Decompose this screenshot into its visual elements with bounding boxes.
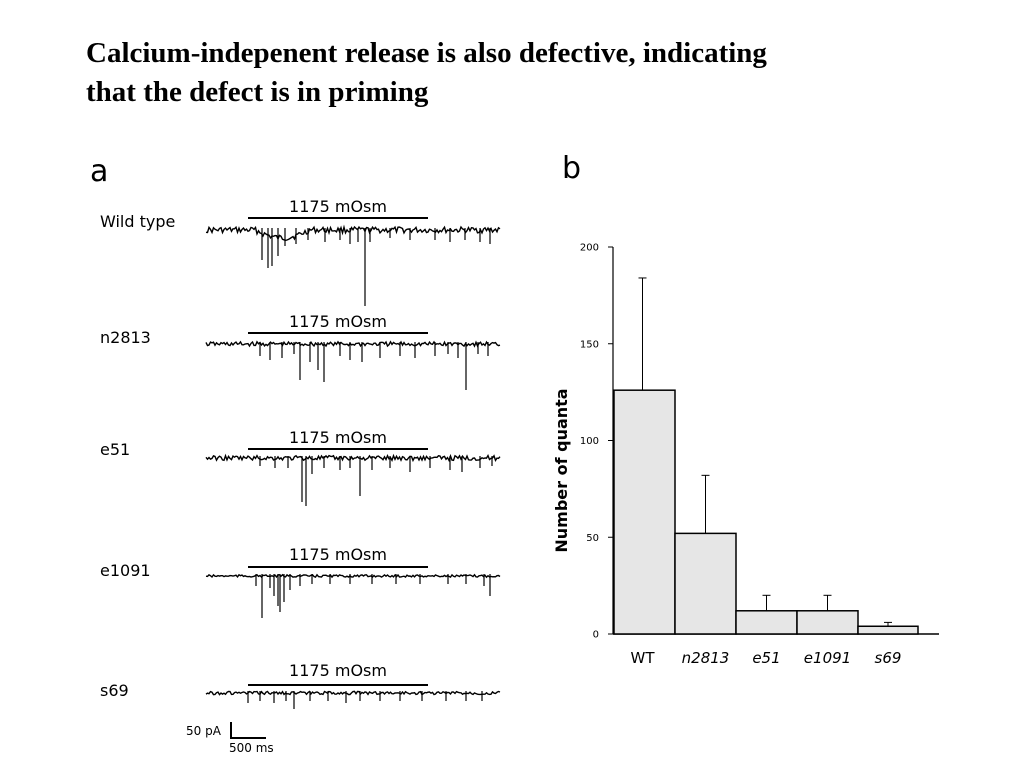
scale-bar-current-label: 50 pA bbox=[186, 724, 221, 738]
trace-baseline bbox=[205, 224, 501, 242]
scale-bar-vertical-line bbox=[230, 722, 232, 738]
current-trace bbox=[205, 690, 501, 709]
bar-e1091 bbox=[796, 610, 859, 635]
category-label: n2813 bbox=[682, 649, 730, 667]
y-tick-label: 100 bbox=[580, 436, 599, 447]
stimulus-label: 1175 mOsm bbox=[289, 197, 387, 216]
scale-bar-time-label: 500 ms bbox=[229, 741, 274, 755]
stimulus-label: 1175 mOsm bbox=[289, 428, 387, 447]
category-label: WT bbox=[631, 649, 656, 667]
stimulus-bar bbox=[248, 566, 428, 568]
trace-label: s69 bbox=[100, 681, 129, 700]
current-trace bbox=[205, 224, 501, 306]
title-line-2: that the defect is in priming bbox=[86, 76, 429, 108]
current-trace bbox=[205, 340, 501, 390]
bar-e51 bbox=[735, 610, 798, 635]
stimulus-bar bbox=[248, 684, 428, 686]
stimulus-bar bbox=[248, 217, 428, 219]
y-tick-label: 150 bbox=[580, 339, 599, 350]
stimulus-bar bbox=[248, 332, 428, 334]
trace-label: n2813 bbox=[100, 328, 151, 347]
quanta-bar-chart: 0 50 100 150 200 Number of quanta WT n2813 e51 e1… bbox=[552, 243, 939, 667]
category-label: e1091 bbox=[804, 649, 851, 667]
stimulus-bar bbox=[248, 448, 428, 450]
trace-label: e1091 bbox=[100, 561, 151, 580]
y-tick-label: 200 bbox=[580, 243, 599, 254]
panel-b-letter: b bbox=[562, 151, 582, 186]
category-label: s69 bbox=[875, 649, 902, 667]
trace-label: Wild type bbox=[100, 212, 176, 231]
slide-title: Calcium-indepenent release is also defec… bbox=[86, 34, 966, 112]
title-line-1: Calcium-indepenent release is also defec… bbox=[86, 37, 767, 69]
bar-WT bbox=[613, 389, 676, 635]
trace-label: e51 bbox=[100, 440, 131, 459]
scale-bar: 50 pA 500 ms bbox=[186, 722, 306, 758]
category-label: e51 bbox=[752, 649, 780, 667]
bar-s69 bbox=[857, 625, 919, 635]
trace-baseline bbox=[205, 573, 501, 579]
stimulus-label: 1175 mOsm bbox=[289, 661, 387, 680]
y-tick-label: 0 bbox=[593, 630, 599, 641]
stimulus-label: 1175 mOsm bbox=[289, 312, 387, 331]
y-tick-label: 50 bbox=[586, 533, 599, 544]
stimulus-label: 1175 mOsm bbox=[289, 545, 387, 564]
trace-baseline bbox=[205, 453, 501, 463]
current-trace bbox=[205, 573, 501, 618]
current-trace bbox=[205, 453, 501, 506]
scale-bar-horizontal-line bbox=[230, 737, 266, 739]
panel-a-letter: a bbox=[90, 154, 109, 189]
trace-baseline bbox=[205, 690, 501, 696]
y-axis-label: Number of quanta bbox=[552, 388, 571, 552]
trace-baseline bbox=[205, 340, 501, 348]
bar-n2813 bbox=[674, 532, 737, 635]
